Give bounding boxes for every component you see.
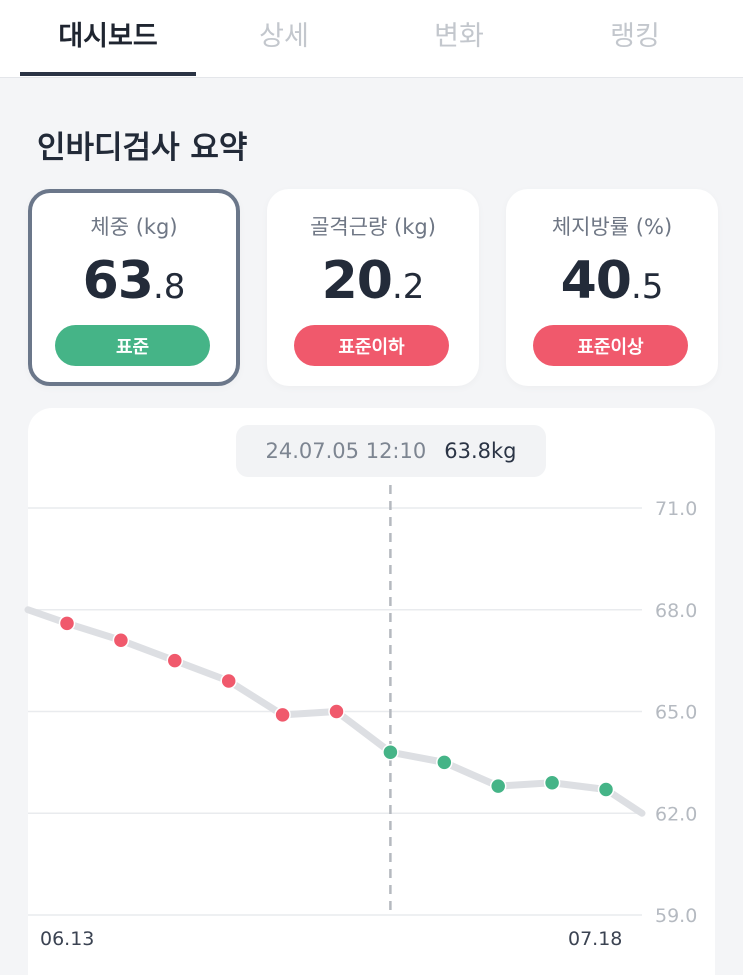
- weight-value-dec: .8: [152, 267, 186, 307]
- muscle-value-int: 20: [321, 251, 393, 311]
- section-title: 인바디검사 요약: [37, 130, 248, 166]
- data-point[interactable]: [436, 754, 453, 771]
- bodyfat-status-badge: 표준이상: [533, 325, 688, 366]
- weight-status-badge: 표준: [55, 325, 210, 366]
- y-tick-label: 71.0: [655, 498, 697, 520]
- data-point[interactable]: [597, 781, 615, 798]
- chart-tooltip: 24.07.05 12:10 63.8kg: [236, 425, 546, 477]
- y-tick-label: 62.0: [655, 803, 697, 825]
- tab-dashboard[interactable]: 대시보드: [58, 20, 158, 52]
- tooltip-date: 24.07.05 12:10: [265, 439, 427, 463]
- tab-bar: 대시보드 상세 변화 랭킹: [0, 0, 743, 78]
- y-tick-label: 59.0: [655, 905, 697, 927]
- tab-change[interactable]: 변화: [434, 20, 484, 52]
- tab-ranking[interactable]: 랭킹: [610, 20, 660, 52]
- bodyfat-value: 40.5: [506, 251, 718, 311]
- bodyfat-value-dec: .5: [630, 267, 664, 307]
- tab-detail[interactable]: 상세: [259, 20, 309, 52]
- data-point[interactable]: [166, 652, 184, 669]
- weight-value-int: 63: [82, 251, 154, 311]
- data-point[interactable]: [274, 706, 291, 724]
- bodyfat-label: 체지방률 (%): [551, 215, 673, 239]
- weight-chart-card: [28, 408, 715, 975]
- muscle-value: 20.2: [267, 251, 479, 311]
- bodyfat-value-int: 40: [560, 251, 632, 311]
- x-tick-label: 06.13: [40, 928, 94, 950]
- data-point[interactable]: [489, 777, 507, 795]
- muscle-status-badge: 표준이하: [294, 325, 449, 366]
- bodyfat-card[interactable]: 체지방률 (%) 40.5 표준이상: [506, 189, 718, 386]
- data-point[interactable]: [382, 743, 399, 761]
- active-tab-indicator: [20, 72, 196, 76]
- muscle-label: 골격근량 (kg): [310, 215, 436, 239]
- data-point[interactable]: [220, 672, 237, 690]
- tooltip-value: 63.8kg: [444, 439, 517, 463]
- data-point[interactable]: [328, 703, 345, 720]
- y-tick-label: 65.0: [655, 702, 697, 724]
- y-tick-label: 68.0: [655, 600, 697, 622]
- weight-value: 63.8: [32, 251, 236, 311]
- data-point[interactable]: [58, 615, 76, 632]
- weight-label: 체중 (kg): [90, 215, 178, 239]
- muscle-card[interactable]: 골격근량 (kg) 20.2 표준이하: [267, 189, 479, 386]
- data-point[interactable]: [543, 774, 561, 791]
- data-point[interactable]: [112, 632, 130, 649]
- weight-card[interactable]: 체중 (kg) 63.8 표준: [28, 189, 240, 386]
- muscle-value-dec: .2: [391, 267, 425, 307]
- x-tick-label: 07.18: [568, 928, 622, 950]
